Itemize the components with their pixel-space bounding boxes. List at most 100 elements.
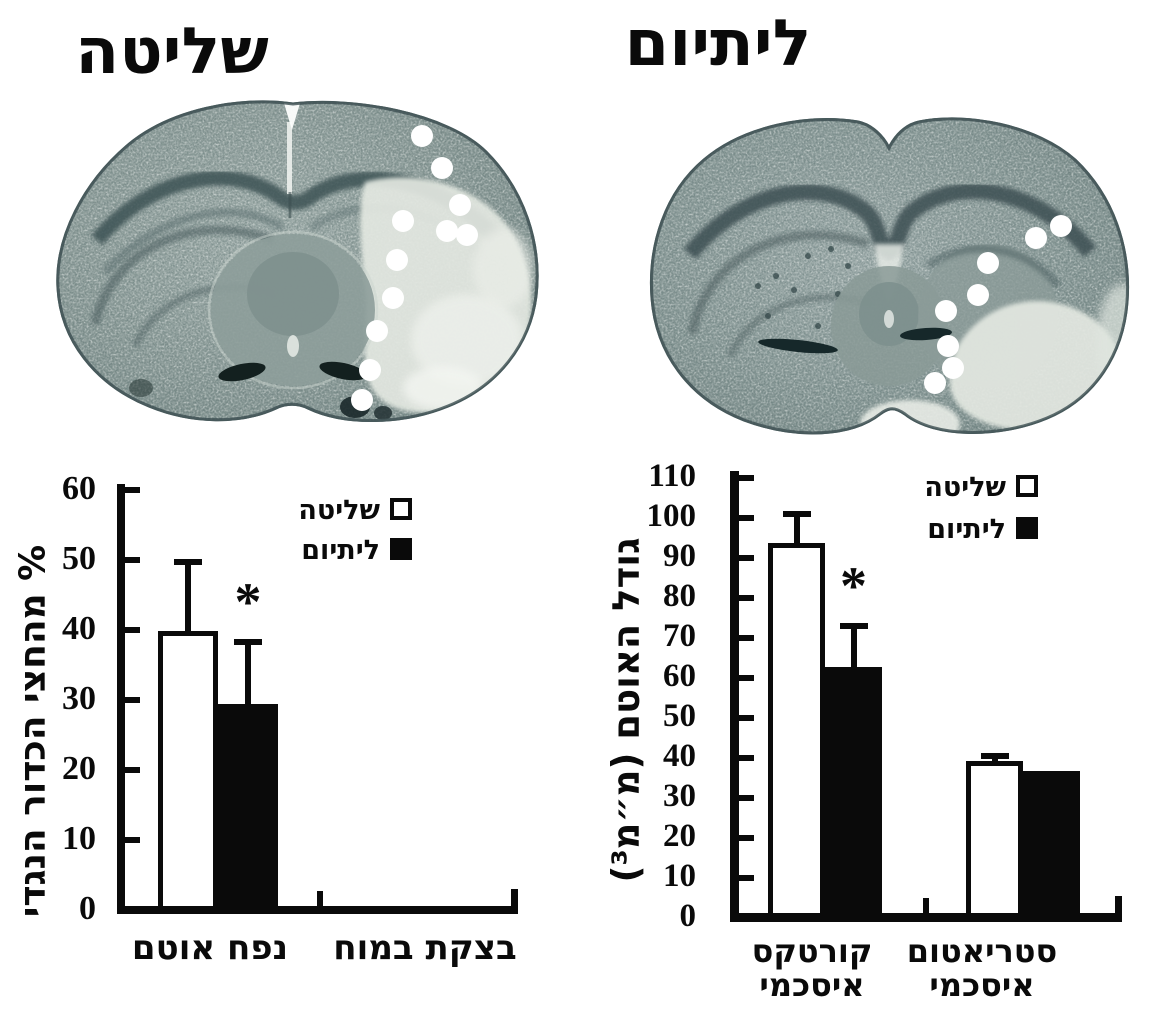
y-axis [730, 471, 739, 922]
error-bar-cap [782, 511, 811, 517]
y-tick-label: 70 [663, 618, 696, 655]
infarct-border-dot [967, 284, 989, 306]
y-axis [117, 484, 125, 914]
infarct-border-dot [937, 335, 959, 357]
ventricle-slit [319, 361, 367, 381]
y-tick [739, 474, 754, 481]
panel-title-control: שליטה [75, 15, 269, 89]
infarct-border-dot [942, 357, 964, 379]
infarct-border-dot [351, 389, 373, 411]
y-tick [739, 874, 754, 881]
infarct-border-dot [431, 157, 453, 179]
thalamus-core [247, 252, 339, 336]
ventricle-slit [218, 362, 266, 382]
legend-label: ליתיום [927, 514, 1006, 545]
category-label: בצקת במוח [333, 928, 517, 968]
y-tick-label: 110 [648, 458, 696, 495]
basal-dark-spot [374, 406, 392, 420]
legend-row: ליתיום [72, 534, 412, 570]
y-tick [125, 627, 140, 633]
y-tick [739, 634, 754, 641]
brain-section-lithium-image [649, 117, 1130, 435]
basal-dark-spot [129, 379, 153, 397]
infarct-border-dot [386, 249, 408, 271]
infarct-border-dot [382, 287, 404, 309]
category-label: סטריאטום איסכמי [906, 932, 1058, 1005]
legend-row: שליטה [698, 471, 1038, 507]
error-bar-cap [839, 623, 868, 629]
category-label: קורטקס איסכמי [751, 932, 873, 1005]
y-tick [125, 557, 140, 563]
y-tick-label: 0 [679, 898, 697, 935]
error-bar-cap [234, 638, 262, 645]
y-tick-label: 10 [663, 858, 696, 895]
y-tick-label: 0 [79, 890, 96, 928]
y-tick-label: 20 [663, 818, 696, 855]
y-tick-label: 80 [663, 578, 696, 615]
infarct-border-dot [977, 252, 999, 274]
cortex-band-left [102, 208, 286, 275]
y-tick-label: 50 [62, 540, 96, 578]
right-deep-arc [925, 244, 1062, 289]
significance-asterisk: * [840, 556, 867, 616]
y-tick-label: 30 [62, 680, 96, 718]
y-tick [739, 754, 754, 761]
infarct-border-dot [935, 300, 957, 322]
legend-label: שליטה [298, 495, 380, 526]
y-tick [125, 697, 140, 703]
error-bar-cap [174, 558, 202, 565]
midline-fissure [287, 122, 292, 194]
legend-row: ליתיום [698, 513, 1038, 549]
legend-marker-open-square-icon [390, 498, 412, 520]
y-tick-label: 10 [62, 820, 96, 858]
thalamus-ring [207, 230, 379, 390]
infarct-bright-patch [473, 228, 533, 308]
third-ventricle [884, 310, 894, 328]
y-tick [739, 674, 754, 681]
y-tick-label: 90 [663, 538, 696, 575]
bar-control [966, 761, 1023, 922]
y-tick-label: 30 [663, 778, 696, 815]
legend-marker-open-square-icon [1016, 475, 1038, 497]
bar-lithium [218, 704, 278, 914]
third-ventricle [287, 335, 299, 357]
legend-marker-filled-square-icon [390, 538, 412, 560]
infarct-border-dot [392, 210, 414, 232]
bar-lithium [1023, 771, 1080, 922]
y-tick-label: 60 [663, 658, 696, 695]
infarct-border-dot [436, 220, 458, 242]
category-label: נפח אוטם [131, 928, 289, 968]
x-axis [117, 906, 518, 914]
infarct-bright-patch [411, 294, 523, 386]
error-bar-stem [793, 514, 800, 543]
legend-label: שליטה [924, 472, 1006, 503]
brain-outline-stroke [56, 100, 539, 423]
x-axis [730, 913, 1122, 922]
cortical-speckles [755, 246, 851, 347]
x-axis-end-tick [511, 889, 518, 914]
error-bar-cap [980, 753, 1009, 759]
midline-notch [283, 101, 301, 130]
bar-control [768, 543, 825, 922]
error-bar-stem [185, 561, 191, 631]
y-tick-label: 50 [663, 698, 696, 735]
significance-asterisk: * [234, 571, 262, 632]
infarct-border-dot [1025, 227, 1047, 249]
hippocampus-arc-outer [90, 225, 275, 325]
legend-marker-filled-square-icon [1016, 517, 1038, 539]
y-tick-label: 40 [663, 738, 696, 775]
bar-lithium [825, 667, 882, 922]
ventricle-slit [758, 338, 838, 354]
infarct-border-dot [411, 125, 433, 147]
y-tick [739, 514, 754, 521]
x-axis-end-tick [1115, 896, 1122, 922]
y-tick [125, 767, 140, 773]
y-tick [739, 794, 754, 801]
ventricle-slit [900, 327, 952, 341]
y-axis-label: % מהחצי הכדור הנגדי [12, 544, 54, 918]
y-tick [125, 487, 140, 493]
y-tick [739, 594, 754, 601]
category-divider-tick [317, 891, 323, 906]
infarct-border-dot [924, 372, 946, 394]
